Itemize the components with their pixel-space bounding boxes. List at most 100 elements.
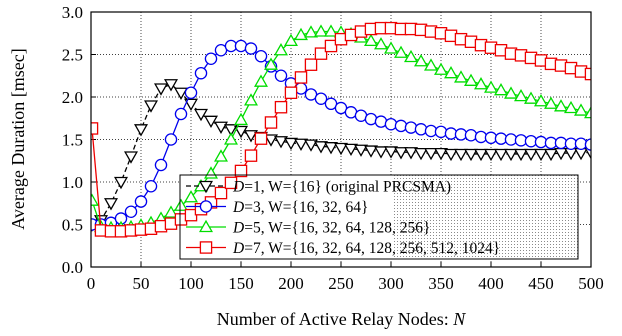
data-point (244, 93, 258, 106)
data-point (494, 83, 508, 96)
data-point (204, 166, 218, 179)
data-point (444, 148, 458, 162)
data-point (154, 158, 168, 172)
data-point (554, 99, 568, 112)
data-point (434, 147, 448, 161)
legend-label-text: =5, W={16, 32, 64, 128, 256} (244, 220, 430, 237)
data-point (134, 195, 148, 208)
data-point (424, 58, 438, 71)
data-point (264, 57, 278, 70)
data-point (234, 164, 248, 178)
data-point (414, 54, 428, 67)
data-point (264, 116, 278, 129)
data-point (454, 70, 468, 83)
data-point (274, 100, 288, 114)
data-point (334, 142, 348, 156)
x-tick-label: 0 (87, 274, 96, 293)
legend-label-variable: D (232, 199, 244, 216)
data-point (414, 147, 428, 161)
legend-entry: D=1, W={16} (original PRCSMA) (186, 179, 451, 196)
data-point (514, 88, 528, 102)
data-point (194, 66, 208, 80)
data-point (114, 176, 128, 190)
legend-marker (199, 200, 213, 213)
x-tick-label: 50 (133, 274, 150, 293)
data-point (264, 134, 278, 147)
data-point (344, 143, 358, 157)
x-tick-label: 100 (178, 274, 204, 293)
data-point (384, 41, 398, 54)
legend-label: D=5, W={16, 32, 64, 128, 256} (232, 220, 430, 237)
legend-marker (199, 180, 213, 194)
data-point (224, 176, 238, 190)
data-point (204, 115, 218, 128)
data-point (464, 73, 478, 86)
data-point (394, 45, 408, 58)
x-axis-title-text: Number of Active Relay Nodes: (217, 309, 453, 329)
data-point (284, 86, 298, 100)
data-point (164, 79, 178, 92)
data-point (244, 42, 258, 55)
data-point (504, 148, 518, 162)
x-tick-label: 200 (278, 274, 304, 293)
data-point (484, 80, 498, 93)
legend: D=1, W={16} (original PRCSMA) D=3, W={16,… (179, 174, 579, 260)
series-1 (91, 79, 591, 232)
data-point (284, 33, 298, 47)
data-point (274, 43, 288, 56)
data-point (404, 49, 418, 63)
data-point (584, 67, 591, 81)
data-point (504, 86, 518, 99)
data-point (374, 37, 388, 50)
data-point (574, 147, 588, 161)
data-point (234, 112, 248, 126)
data-point (514, 148, 528, 162)
data-point (294, 71, 308, 84)
data-point (184, 98, 198, 111)
y-tick-label: 2.5 (62, 46, 83, 65)
data-point (354, 144, 368, 157)
data-point (174, 107, 188, 121)
x-tick-label: 500 (578, 274, 604, 293)
data-point (584, 105, 591, 119)
data-point (144, 179, 158, 193)
data-point (314, 141, 328, 154)
data-point (284, 137, 298, 151)
data-point (324, 39, 338, 53)
data-point (434, 125, 448, 139)
data-point (244, 149, 258, 162)
data-point (534, 148, 548, 162)
legend-label-text: =3, W={16, 32, 64} (244, 199, 368, 216)
x-axis-title: Number of Active Relay Nodes: N (217, 309, 466, 329)
data-point (454, 148, 468, 162)
x-tick-label: 350 (428, 274, 454, 293)
x-tick-label: 250 (328, 274, 354, 293)
data-point (314, 47, 328, 60)
data-point (91, 193, 99, 206)
data-point (564, 100, 578, 114)
legend-label: D=7, W={16, 32, 64, 128, 256, 512, 1024} (232, 240, 500, 257)
y-tick-label: 1.5 (62, 131, 83, 150)
data-point (584, 138, 591, 151)
data-point (314, 24, 328, 37)
x-tick-label: 400 (478, 274, 504, 293)
data-point (384, 117, 398, 131)
data-point (304, 25, 318, 38)
legend-marker (199, 241, 213, 254)
data-point (224, 124, 238, 137)
data-point (91, 122, 99, 135)
data-point (324, 142, 338, 155)
data-point (214, 149, 228, 162)
legend-marker (199, 219, 213, 233)
x-axis-title-variable: N (452, 309, 466, 329)
data-point (154, 83, 168, 96)
data-point (174, 87, 188, 100)
data-point (374, 146, 388, 159)
data-point (394, 147, 408, 160)
series-layer (91, 21, 591, 238)
data-point (314, 92, 328, 105)
y-axis-ticks: 0.0 0.5 1.0 1.5 2.0 2.5 3.0 (62, 3, 96, 277)
data-point (254, 74, 268, 87)
data-point (404, 121, 418, 134)
